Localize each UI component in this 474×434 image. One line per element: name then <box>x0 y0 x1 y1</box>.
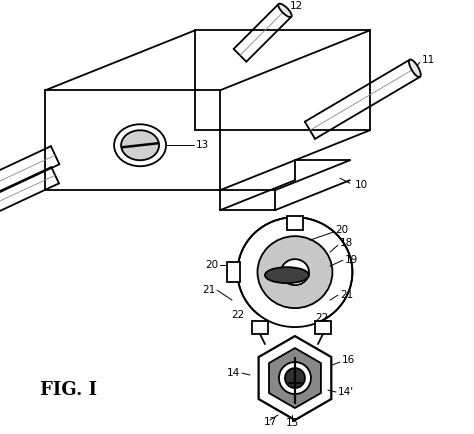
Text: 15: 15 <box>285 418 299 428</box>
Text: 11: 11 <box>422 55 435 66</box>
Ellipse shape <box>281 259 309 285</box>
Text: 16: 16 <box>342 355 355 365</box>
Polygon shape <box>315 321 331 334</box>
Ellipse shape <box>121 130 159 160</box>
Polygon shape <box>259 336 331 420</box>
Polygon shape <box>269 348 321 408</box>
Text: 14': 14' <box>338 387 354 397</box>
Polygon shape <box>227 262 240 282</box>
Text: 21: 21 <box>340 290 353 300</box>
Text: 22: 22 <box>231 310 245 320</box>
Text: FIG. I: FIG. I <box>40 381 97 399</box>
Ellipse shape <box>278 3 292 17</box>
Text: 20: 20 <box>205 260 218 270</box>
Text: 14: 14 <box>227 368 240 378</box>
Text: 20: 20 <box>335 225 348 235</box>
Text: 12: 12 <box>290 1 303 11</box>
Text: 17: 17 <box>264 417 277 427</box>
Ellipse shape <box>285 368 305 388</box>
Text: 13: 13 <box>196 140 210 150</box>
Polygon shape <box>287 216 303 230</box>
Ellipse shape <box>265 267 309 283</box>
Text: 18: 18 <box>340 238 353 248</box>
Text: 22: 22 <box>315 313 328 323</box>
Ellipse shape <box>409 59 421 77</box>
Text: 10: 10 <box>355 180 368 190</box>
Text: 21: 21 <box>202 285 215 295</box>
Ellipse shape <box>279 362 311 394</box>
Ellipse shape <box>237 217 352 327</box>
Ellipse shape <box>257 236 332 308</box>
Text: 19: 19 <box>345 255 358 265</box>
Polygon shape <box>252 321 268 334</box>
Ellipse shape <box>114 124 166 166</box>
